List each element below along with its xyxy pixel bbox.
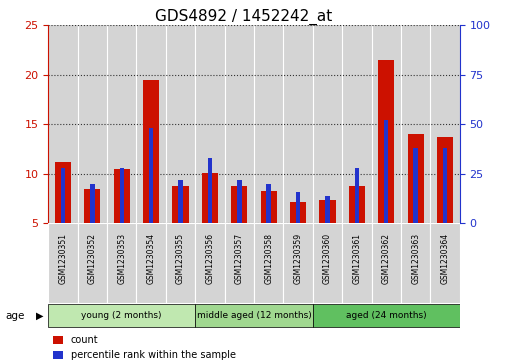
Text: GSM1230355: GSM1230355 — [176, 233, 185, 284]
Bar — [267, 184, 271, 223]
Bar — [283, 25, 313, 223]
Bar — [296, 192, 300, 223]
Bar — [107, 25, 137, 223]
Bar — [371, 25, 401, 223]
Text: GSM1230353: GSM1230353 — [117, 233, 126, 284]
Bar — [349, 185, 365, 223]
Bar — [407, 134, 424, 223]
Bar — [430, 223, 460, 303]
Bar — [61, 168, 65, 223]
Bar — [384, 121, 389, 223]
Bar — [325, 196, 330, 223]
Bar — [202, 173, 218, 223]
Bar — [208, 158, 212, 223]
Bar — [166, 223, 195, 303]
Bar — [195, 304, 313, 327]
Bar — [78, 25, 107, 223]
Text: GDS4892 / 1452242_at: GDS4892 / 1452242_at — [155, 9, 332, 25]
Text: GSM1230362: GSM1230362 — [382, 233, 391, 284]
Bar — [225, 223, 254, 303]
Bar — [178, 180, 183, 223]
Bar — [114, 169, 130, 223]
Legend: count, percentile rank within the sample: count, percentile rank within the sample — [53, 335, 236, 360]
Bar — [320, 200, 336, 223]
Text: ▶: ▶ — [36, 311, 43, 321]
Text: young (2 months): young (2 months) — [81, 311, 162, 320]
Bar — [143, 80, 159, 223]
Bar — [90, 184, 94, 223]
Bar — [401, 223, 430, 303]
Text: age: age — [5, 311, 24, 321]
Text: aged (24 months): aged (24 months) — [346, 311, 427, 320]
Bar — [401, 25, 430, 223]
Text: GSM1230357: GSM1230357 — [235, 233, 244, 284]
Bar — [313, 304, 460, 327]
Text: middle aged (12 months): middle aged (12 months) — [197, 311, 311, 320]
Bar — [172, 185, 188, 223]
Text: GSM1230352: GSM1230352 — [88, 233, 97, 284]
Bar — [254, 25, 283, 223]
Bar — [107, 223, 137, 303]
Text: GSM1230358: GSM1230358 — [264, 233, 273, 284]
Bar — [166, 25, 195, 223]
Bar — [195, 223, 225, 303]
Bar — [342, 223, 371, 303]
Bar — [283, 223, 313, 303]
Bar — [78, 223, 107, 303]
Bar — [430, 25, 460, 223]
Bar — [237, 180, 241, 223]
Text: GSM1230351: GSM1230351 — [58, 233, 68, 284]
Bar — [225, 25, 254, 223]
Text: GSM1230360: GSM1230360 — [323, 233, 332, 284]
Bar — [443, 148, 447, 223]
Bar — [195, 25, 225, 223]
Bar — [378, 60, 394, 223]
Text: GSM1230359: GSM1230359 — [294, 233, 303, 284]
Bar — [290, 203, 306, 223]
Bar — [414, 148, 418, 223]
Bar — [119, 168, 124, 223]
Bar — [437, 137, 453, 223]
Bar — [55, 162, 71, 223]
Text: GSM1230361: GSM1230361 — [353, 233, 361, 284]
Text: GSM1230356: GSM1230356 — [205, 233, 214, 284]
Text: GSM1230364: GSM1230364 — [440, 233, 450, 284]
Text: GSM1230354: GSM1230354 — [147, 233, 155, 284]
Bar — [254, 223, 283, 303]
Text: GSM1230363: GSM1230363 — [411, 233, 420, 284]
Bar — [355, 168, 359, 223]
Bar — [48, 304, 195, 327]
Bar — [371, 223, 401, 303]
Bar — [48, 25, 78, 223]
Bar — [342, 25, 371, 223]
Bar — [313, 25, 342, 223]
Bar — [48, 223, 78, 303]
Bar — [137, 223, 166, 303]
Bar — [261, 191, 277, 223]
Bar — [137, 25, 166, 223]
Bar — [84, 189, 101, 223]
Bar — [149, 128, 153, 223]
Bar — [313, 223, 342, 303]
Bar — [231, 185, 247, 223]
